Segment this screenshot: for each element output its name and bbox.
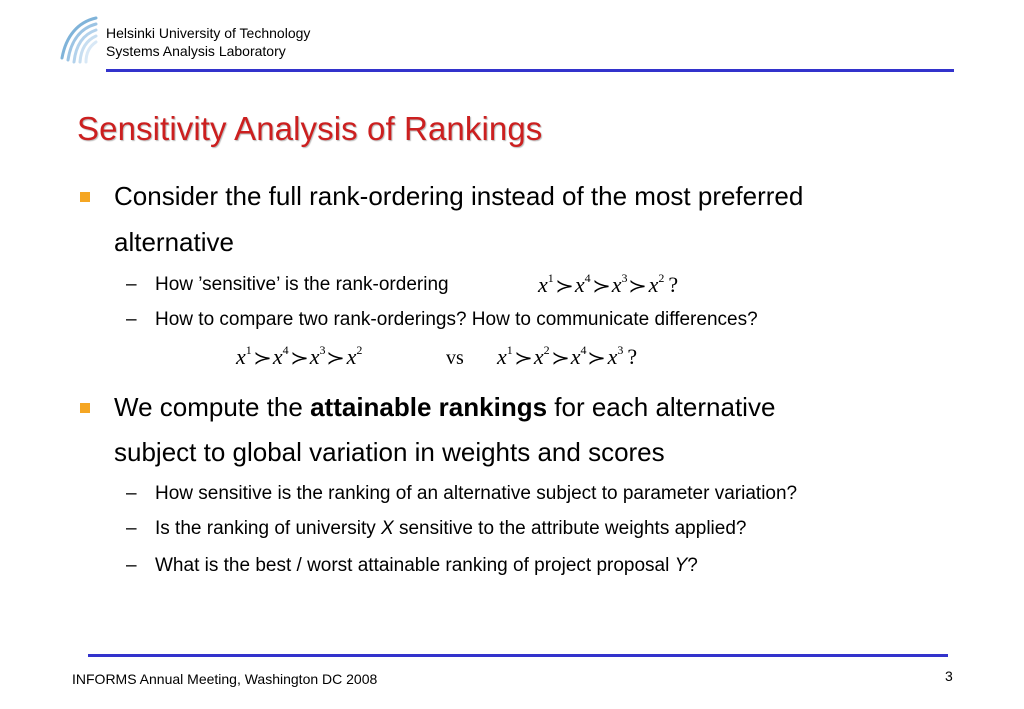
sub-bullet-2-1: How sensitive is the ranking of an alter… xyxy=(155,483,798,504)
dash-icon: – xyxy=(126,483,137,504)
bullet-1-line-1: Consider the full rank-ordering instead … xyxy=(114,181,804,211)
dash-icon: – xyxy=(126,555,137,576)
bullet-1-line-2: alternative xyxy=(114,227,234,257)
sub-bullet-2-3: What is the best / worst attainable rank… xyxy=(155,555,698,576)
dash-icon: – xyxy=(126,309,137,330)
sub-bullet-2-2: Is the ranking of university X sensitive… xyxy=(155,518,747,539)
sub-bullet-1-2: How to compare two rank-orderings? How t… xyxy=(155,309,758,330)
header-institution: Helsinki University of Technology xyxy=(106,25,311,41)
header-laboratory: Systems Analysis Laboratory xyxy=(106,43,286,59)
bullet-square-icon xyxy=(80,192,90,202)
vs-label: vs xyxy=(446,347,464,369)
header-divider xyxy=(106,69,954,72)
sub-bullet-1-1: How ’sensitive’ is the rank-ordering xyxy=(155,274,449,295)
page-number: 3 xyxy=(945,668,953,684)
bullet-square-icon xyxy=(80,403,90,413)
footer-text: INFORMS Annual Meeting, Washington DC 20… xyxy=(72,671,378,687)
footer-divider xyxy=(88,654,948,657)
dash-icon: – xyxy=(126,518,137,539)
ranking-formula-3: x1≻x2≻x4≻x3? xyxy=(497,342,638,369)
ranking-formula-1: x1≻x4≻x3≻x2? xyxy=(538,270,679,297)
bullet-2-line-2: subject to global variation in weights a… xyxy=(114,437,665,467)
university-logo xyxy=(60,16,98,64)
bullet-2-line-1: We compute the attainable rankings for e… xyxy=(114,392,776,422)
slide-title: Sensitivity Analysis of Rankings xyxy=(77,110,543,147)
ranking-formula-2: x1≻x4≻x3≻x2 xyxy=(236,342,363,369)
dash-icon: – xyxy=(126,274,137,295)
